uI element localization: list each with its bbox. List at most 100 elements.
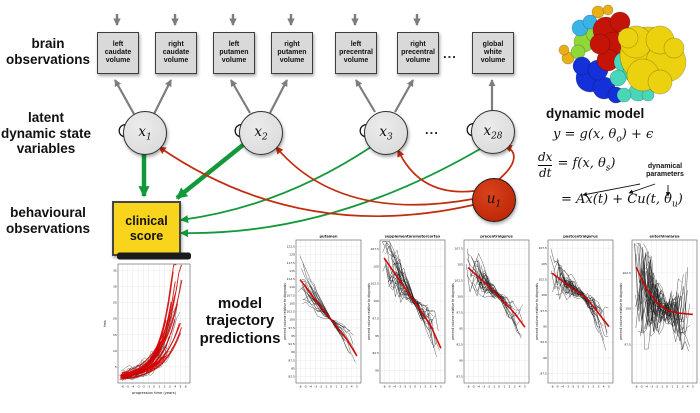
brain-observations-label: brain observations bbox=[5, 36, 91, 67]
svg-text:-6: -6 bbox=[299, 384, 302, 388]
obs-box-left-putamen: left putamen volume bbox=[213, 32, 255, 74]
behavioural-observations-label: behavioural observations bbox=[5, 205, 91, 236]
dynamical-parameters-annotation: dynamical parameters bbox=[646, 163, 684, 179]
svg-text:-4: -4 bbox=[645, 384, 648, 388]
dx-dt-fraction: dx dt bbox=[538, 150, 553, 180]
svg-text:0: 0 bbox=[153, 384, 155, 388]
svg-text:percent volume relative to dia: percent volume relative to diagnosis bbox=[619, 283, 623, 340]
svg-text:-6: -6 bbox=[121, 384, 124, 388]
svg-text:5: 5 bbox=[180, 384, 182, 388]
svg-text:-6: -6 bbox=[383, 384, 386, 388]
state-node-x28: x28 bbox=[471, 110, 515, 154]
svg-text:-1: -1 bbox=[147, 384, 150, 388]
svg-text:87.5: 87.5 bbox=[540, 372, 547, 376]
svg-text:92.5: 92.5 bbox=[456, 343, 463, 347]
svg-text:25: 25 bbox=[113, 301, 117, 305]
svg-text:122.5: 122.5 bbox=[287, 245, 295, 249]
svg-text:3: 3 bbox=[430, 384, 432, 388]
svg-text:-5: -5 bbox=[388, 384, 391, 388]
svg-text:107.5: 107.5 bbox=[455, 246, 463, 250]
svg-text:102.5: 102.5 bbox=[287, 310, 295, 314]
svg-text:5: 5 bbox=[440, 384, 442, 388]
svg-text:tms: tms bbox=[103, 320, 107, 327]
svg-text:percent volume relative to dia: percent volume relative to diagnosis bbox=[367, 283, 371, 340]
state-node-x1: x1 bbox=[123, 111, 167, 155]
plot-supplementarymotorcortex: -6 -5 -4 -3 -2 -1 0 1 2 3 4 5 90 92.5 95 97.5 100 102.5 10… bbox=[366, 231, 448, 403]
state-node-x2: x2 bbox=[239, 111, 283, 155]
svg-text:102.5: 102.5 bbox=[623, 271, 631, 275]
svg-text:-4: -4 bbox=[309, 384, 312, 388]
svg-text:107.5: 107.5 bbox=[539, 246, 547, 250]
plot-precentralgyrus: -6 -5 -4 -3 -2 -1 0 1 2 3 4 5 87.5 90 92.5 95 97.5 100 102… bbox=[450, 231, 532, 403]
svg-text:95: 95 bbox=[459, 326, 463, 330]
svg-text:percent volume relative to dia: percent volume relative to diagnosis bbox=[451, 283, 455, 340]
svg-text:postcentralgyrus: postcentralgyrus bbox=[563, 235, 598, 239]
svg-text:97.5: 97.5 bbox=[288, 326, 295, 330]
svg-text:-2: -2 bbox=[142, 384, 145, 388]
svg-text:-2: -2 bbox=[571, 384, 574, 388]
svg-text:0: 0 bbox=[582, 384, 584, 388]
clinical-score-box: clinical score bbox=[112, 201, 181, 256]
svg-text:-5: -5 bbox=[126, 384, 129, 388]
svg-text:90: 90 bbox=[459, 359, 463, 363]
equation-dynamics: dx dt = f(x, θs) bbox=[538, 150, 616, 180]
svg-text:90: 90 bbox=[543, 356, 547, 360]
plot-entorhinalarea: -6 -5 -4 -3 -2 -1 0 1 2 3 4 5 97.5 100 102.5 entorhinal… bbox=[618, 231, 700, 403]
svg-text:107.5: 107.5 bbox=[287, 293, 295, 297]
svg-text:15: 15 bbox=[113, 333, 117, 337]
svg-text:0: 0 bbox=[414, 384, 416, 388]
obs-box-left-precentral: left precentral volume bbox=[335, 32, 377, 74]
svg-text:112.5: 112.5 bbox=[287, 277, 295, 281]
svg-text:-3: -3 bbox=[398, 384, 401, 388]
svg-text:100: 100 bbox=[373, 299, 379, 303]
svg-text:105: 105 bbox=[373, 264, 379, 268]
svg-text:30: 30 bbox=[113, 285, 117, 289]
svg-text:1: 1 bbox=[335, 384, 337, 388]
svg-text:progression time (years): progression time (years) bbox=[132, 391, 177, 395]
svg-text:-1: -1 bbox=[492, 384, 495, 388]
svg-text:95: 95 bbox=[291, 334, 295, 338]
svg-text:97.5: 97.5 bbox=[540, 309, 547, 313]
svg-text:5: 5 bbox=[356, 384, 358, 388]
latent-states-label: latent dynamic state variables bbox=[0, 110, 92, 157]
svg-text:100: 100 bbox=[541, 293, 547, 297]
svg-text:-6: -6 bbox=[551, 384, 554, 388]
svg-text:3: 3 bbox=[598, 384, 600, 388]
svg-text:putamen: putamen bbox=[319, 235, 337, 239]
state-node-x3: x3 bbox=[364, 111, 408, 155]
svg-text:90: 90 bbox=[291, 350, 295, 354]
svg-text:105: 105 bbox=[289, 301, 295, 305]
svg-text:-4: -4 bbox=[561, 384, 564, 388]
svg-text:105: 105 bbox=[541, 262, 547, 266]
svg-text:-1: -1 bbox=[324, 384, 327, 388]
obs-box-right-precentral: right precentral volume bbox=[397, 32, 439, 74]
svg-text:107.5: 107.5 bbox=[371, 247, 379, 251]
svg-text:92.5: 92.5 bbox=[540, 340, 547, 344]
svg-text:100: 100 bbox=[625, 307, 631, 311]
svg-text:92.5: 92.5 bbox=[372, 351, 379, 355]
svg-text:-2: -2 bbox=[655, 384, 658, 388]
svg-text:-2: -2 bbox=[319, 384, 322, 388]
svg-text:0: 0 bbox=[498, 384, 500, 388]
svg-text:-4: -4 bbox=[131, 384, 134, 388]
svg-text:-1: -1 bbox=[408, 384, 411, 388]
svg-text:3: 3 bbox=[346, 384, 348, 388]
svg-text:10: 10 bbox=[113, 349, 117, 353]
plot-postcentralgyrus: -6 -5 -4 -3 -2 -1 0 1 2 3 4 5 87.5 90 92.5 95 97.5 100 102… bbox=[534, 231, 616, 403]
obs-box-global-white: global white volume bbox=[472, 32, 514, 74]
model-trajectory-label: model trajectory predictions bbox=[199, 295, 281, 347]
svg-text:87.5: 87.5 bbox=[456, 375, 463, 379]
svg-text:100: 100 bbox=[289, 318, 295, 322]
svg-text:-4: -4 bbox=[393, 384, 396, 388]
dynamic-model-heading: dynamic model bbox=[546, 106, 645, 121]
svg-text:100: 100 bbox=[457, 294, 463, 298]
svg-text:5: 5 bbox=[692, 384, 694, 388]
brain-segmentation-image bbox=[558, 4, 687, 104]
svg-text:-6: -6 bbox=[635, 384, 638, 388]
svg-text:2: 2 bbox=[676, 384, 678, 388]
svg-text:97.5: 97.5 bbox=[624, 342, 631, 346]
svg-text:95: 95 bbox=[543, 325, 547, 329]
svg-text:3: 3 bbox=[682, 384, 684, 388]
